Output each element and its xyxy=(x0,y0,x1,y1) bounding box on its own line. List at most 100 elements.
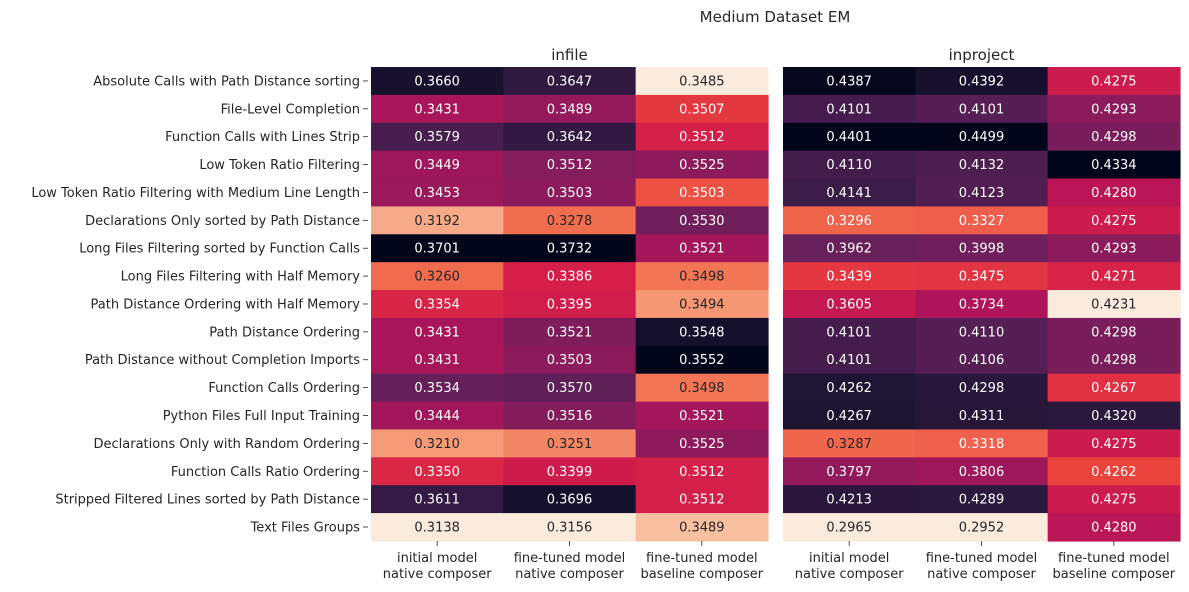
heatmap-cell xyxy=(503,290,637,319)
cell-value-label: 0.4231 xyxy=(1091,297,1137,312)
heatmap-cell xyxy=(635,262,769,291)
heatmap-cell xyxy=(635,178,769,207)
row-label: Long Files Filtering sorted by Function … xyxy=(79,242,360,257)
heatmap-cell xyxy=(371,94,504,124)
row-label: Path Distance without Completion Imports xyxy=(85,353,360,368)
heatmap-cell xyxy=(371,513,504,542)
heatmap-cell xyxy=(783,485,916,514)
column-label: fine-tuned model xyxy=(514,551,626,566)
cell-value-label: 0.4280 xyxy=(1091,521,1137,536)
cell-value-label: 0.3611 xyxy=(414,493,460,508)
heatmap-cell xyxy=(371,262,504,291)
cell-value-label: 0.3449 xyxy=(414,158,460,173)
row-label: Stripped Filtered Lines sorted by Path D… xyxy=(55,493,360,508)
heatmap-cell xyxy=(783,122,916,152)
heatmap-cell xyxy=(635,94,769,124)
cell-value-label: 0.3395 xyxy=(547,297,593,312)
heatmap-cell xyxy=(1047,401,1181,431)
heatmap-cell xyxy=(915,290,1049,319)
heatmap-cell xyxy=(371,429,504,458)
heatmap-cell xyxy=(915,122,1049,152)
column-label: initial model xyxy=(397,551,477,566)
heatmap-cell xyxy=(1047,317,1181,347)
chart-title: Medium Dataset EM xyxy=(699,8,851,26)
heatmap-cell xyxy=(783,457,916,486)
cell-value-label: 0.3327 xyxy=(959,214,1005,229)
heatmap-cell xyxy=(503,150,637,180)
heatmap-cell xyxy=(915,373,1049,403)
cell-value-label: 0.3605 xyxy=(826,297,872,312)
heatmap-cell xyxy=(503,373,637,403)
heatmap-cell xyxy=(503,234,637,263)
heatmap-cell xyxy=(503,67,637,96)
heatmap-cell xyxy=(635,485,769,514)
cell-value-label: 0.3732 xyxy=(547,242,593,257)
cell-value-label: 0.3696 xyxy=(547,493,593,508)
column-label: native composer xyxy=(515,567,624,582)
heatmap-cell xyxy=(1047,262,1181,291)
row-label: Low Token Ratio Filtering with Medium Li… xyxy=(31,186,360,201)
cell-value-label: 0.3453 xyxy=(414,186,460,201)
heatmap-cell xyxy=(783,67,916,96)
cell-value-label: 0.3192 xyxy=(414,214,460,229)
column-label: fine-tuned model xyxy=(646,551,758,566)
heatmap-cell xyxy=(371,401,504,431)
cell-value-label: 0.2952 xyxy=(959,521,1005,536)
heatmap-cell xyxy=(915,429,1049,458)
heatmap-cell xyxy=(635,513,769,542)
cell-value-label: 0.3498 xyxy=(679,270,725,285)
row-label: Absolute Calls with Path Distance sortin… xyxy=(93,74,360,89)
cell-value-label: 0.4298 xyxy=(1091,130,1137,145)
heatmap-cell xyxy=(635,373,769,403)
heatmap-cell xyxy=(635,122,769,152)
cell-value-label: 0.4123 xyxy=(959,186,1005,201)
column-label: baseline composer xyxy=(640,567,763,582)
heatmap-cell xyxy=(1047,150,1181,180)
heatmap-cell xyxy=(503,262,637,291)
row-label: Function Calls with Lines Strip xyxy=(165,130,360,145)
row-label: Declarations Only with Random Ordering xyxy=(94,437,360,452)
heatmap-cell xyxy=(503,178,637,207)
cell-value-label: 0.4275 xyxy=(1091,214,1137,229)
cell-value-label: 0.3512 xyxy=(679,130,725,145)
cell-value-label: 0.4293 xyxy=(1091,102,1137,117)
cell-value-label: 0.3570 xyxy=(547,381,593,396)
cell-value-label: 0.4298 xyxy=(1091,325,1137,340)
cell-value-label: 0.3647 xyxy=(547,74,593,89)
cell-value-label: 0.4387 xyxy=(826,74,872,89)
cell-value-label: 0.4275 xyxy=(1091,493,1137,508)
heatmap-cell xyxy=(783,150,916,180)
heatmap-cell xyxy=(371,178,504,207)
heatmap-cell xyxy=(635,206,769,235)
heatmap-cell xyxy=(371,150,504,180)
heatmap-cell xyxy=(635,290,769,319)
heatmap-cell xyxy=(915,513,1049,542)
column-label: baseline composer xyxy=(1052,567,1175,582)
panel-title: inproject xyxy=(949,46,1015,64)
heatmap-cell xyxy=(915,345,1049,375)
cell-value-label: 0.3579 xyxy=(414,130,460,145)
cell-value-label: 0.3521 xyxy=(679,242,725,257)
cell-value-label: 0.3439 xyxy=(826,270,872,285)
heatmap-cell xyxy=(1047,457,1181,486)
cell-value-label: 0.4271 xyxy=(1091,270,1137,285)
row-label: Python Files Full Input Training xyxy=(163,409,360,424)
heatmap-cell xyxy=(915,234,1049,263)
heatmap-cell xyxy=(915,262,1049,291)
cell-value-label: 0.4334 xyxy=(1091,158,1137,173)
heatmap-cell xyxy=(635,317,769,347)
heatmap-cell xyxy=(915,401,1049,431)
heatmap-cell xyxy=(635,429,769,458)
cell-value-label: 0.4141 xyxy=(826,186,872,201)
cell-value-label: 0.4275 xyxy=(1091,74,1137,89)
cell-value-label: 0.3318 xyxy=(959,437,1005,452)
heatmap-cell xyxy=(1047,345,1181,375)
cell-value-label: 0.4101 xyxy=(826,353,872,368)
column-label: fine-tuned model xyxy=(926,551,1038,566)
cell-value-label: 0.3503 xyxy=(679,186,725,201)
row-label: Function Calls Ordering xyxy=(208,381,360,396)
heatmap-cell xyxy=(1047,234,1181,263)
cell-value-label: 0.4298 xyxy=(1091,353,1137,368)
heatmap-cell xyxy=(371,457,504,486)
